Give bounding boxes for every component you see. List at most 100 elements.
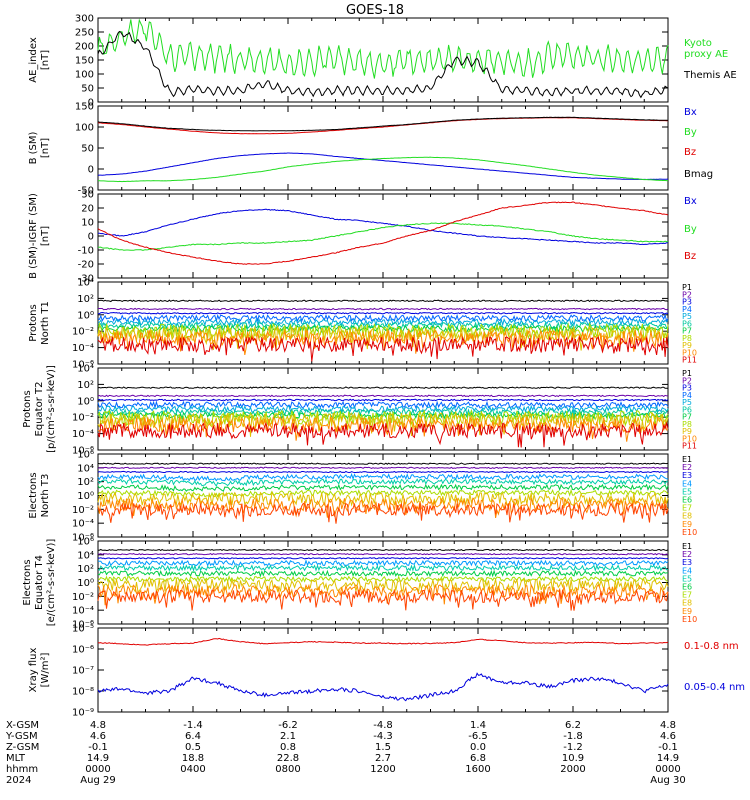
legend-entry: Bz xyxy=(684,251,696,262)
y-tick-label: 10⁻⁴ xyxy=(72,606,94,617)
legend-entry: Bz xyxy=(684,147,696,158)
legend-entry: P6 xyxy=(682,319,692,328)
y-tick-label: -30 xyxy=(78,274,94,285)
channel-line-e5 xyxy=(97,478,669,488)
legend-entry: E8 xyxy=(682,512,692,521)
legend-entry: P11 xyxy=(682,356,697,365)
y-tick-label: 50 xyxy=(81,144,94,155)
ephemeris-value: -1.2 xyxy=(563,742,583,753)
y-tick-label: 10⁻⁴ xyxy=(72,343,94,354)
y-tick-label: 150 xyxy=(75,56,94,67)
ephemeris-row-label: Z-GSM xyxy=(6,742,39,753)
y-tick-label: 10⁶ xyxy=(77,537,94,548)
channel-line-e8 xyxy=(97,491,669,507)
y-axis-label: Equator T4 xyxy=(34,555,45,610)
y-axis-label: Equator T2 xyxy=(34,382,45,437)
y-tick-label: 10⁻⁸ xyxy=(72,687,94,698)
ephemeris-value: -0.1 xyxy=(88,742,108,753)
ephemeris-value: 0.5 xyxy=(185,742,201,753)
legend-entry: E9 xyxy=(682,607,692,616)
y-tick-label: 10⁴ xyxy=(77,278,94,289)
panel-xray: 10⁻⁵ 10⁻⁶ 10⁻⁷ 10⁻⁸ 10⁻⁹ Xray flux [W/m²] 0.1-0… xyxy=(28,624,745,719)
y-tick-label: 10⁻⁴ xyxy=(72,429,94,440)
ephemeris-value: -4.3 xyxy=(373,731,393,742)
channel-line-e7 xyxy=(97,488,669,498)
channel-line-p2 xyxy=(97,394,669,398)
channel-line-e5 xyxy=(97,563,669,573)
legend-entry: E6 xyxy=(682,496,692,505)
ephemeris-value: 14.9 xyxy=(87,753,109,764)
legend-entry: E9 xyxy=(682,520,692,529)
panel-frame xyxy=(97,627,669,713)
y-axis-label: Electrons xyxy=(28,472,39,518)
y-tick-label: 10⁻² xyxy=(72,413,94,424)
y-tick-label: 20 xyxy=(81,204,94,215)
y-tick-label: 10⁶ xyxy=(77,450,94,461)
panel-bigrf: 30 20 10 0 -10 -20 -30 B (SM)-IGRF (SM) [nT] Bx By… xyxy=(28,190,697,285)
channel-line-p11 xyxy=(97,335,669,362)
ephemeris-value: 1600 xyxy=(465,764,490,775)
ephemeris-value: -0.1 xyxy=(658,742,678,753)
channel-line-p5 xyxy=(97,317,669,327)
y-tick-label: 50 xyxy=(81,84,94,95)
channel-line-e3 xyxy=(97,470,669,474)
legend-entry: P10 xyxy=(682,348,697,357)
y-tick-label: 300 xyxy=(75,14,94,25)
legend-entry: P5 xyxy=(682,398,692,407)
y-axis-label: AE_index xyxy=(28,37,39,83)
y-axis-label: Protons xyxy=(22,390,33,427)
series-line-bmag xyxy=(97,116,669,132)
channel-line-e7 xyxy=(97,574,669,583)
panel-pn: 10⁴ 10² 10⁰ 10⁻² 10⁻⁴ 10⁻⁶ Protons North T1 P1P2… xyxy=(28,278,697,371)
ephemeris-value: 1.5 xyxy=(375,742,391,753)
legend-entry: P2 xyxy=(682,290,692,299)
legend-entry: E7 xyxy=(682,591,692,600)
legend-entry: Bx xyxy=(684,107,697,118)
channel-line-p2 xyxy=(97,307,669,311)
ephemeris-value: 4.6 xyxy=(90,731,106,742)
channel-line-e1 xyxy=(97,462,669,465)
ephemeris-row-label: Y-GSM xyxy=(5,731,38,742)
y-tick-label: 0 xyxy=(88,232,94,243)
ephemeris-value: 2.1 xyxy=(280,731,296,742)
series-line-themis-ae xyxy=(97,30,669,99)
channel-line-e4 xyxy=(97,559,669,567)
y-tick-label: 10 xyxy=(81,218,94,229)
legend-entry: proxy AE xyxy=(684,49,728,60)
ephemeris-value: 4.8 xyxy=(90,720,106,731)
panel-pe: 10⁴ 10² 10⁰ 10⁻² 10⁻⁴ 10⁻⁶ Protons Equator T2 [p… xyxy=(22,364,697,457)
series-line-bx xyxy=(97,152,669,181)
legend-entry: E1 xyxy=(682,542,692,551)
y-tick-label: 10⁰ xyxy=(77,310,94,321)
legend-entry: P7 xyxy=(682,413,692,422)
channel-line-p10 xyxy=(97,328,669,355)
y-axis-label: B (SM)-IGRF (SM) xyxy=(28,193,39,279)
channel-line-e6 xyxy=(97,483,669,492)
y-tick-label: 10⁰ xyxy=(77,491,94,502)
ephemeris-value: -4.8 xyxy=(373,720,393,731)
figure-title: GOES-18 xyxy=(346,3,404,18)
legend-entry: 0.05-0.4 nm xyxy=(684,682,745,693)
ephemeris-value: Aug 30 xyxy=(650,775,685,786)
legend-entry: P7 xyxy=(682,327,692,336)
legend-entry: P1 xyxy=(682,283,692,292)
legend-entry: E4 xyxy=(682,566,692,575)
panel-frame xyxy=(97,193,669,279)
ephemeris-value: 0400 xyxy=(180,764,205,775)
y-axis-label: [e/(cm²-s-sr-keV)] xyxy=(46,539,57,627)
panel-ee: 10⁶ 10⁴ 10² 10⁰ 10⁻² 10⁻⁴ 10⁻⁶ Electrons Equator… xyxy=(22,537,697,631)
ephemeris-value: Aug 29 xyxy=(80,775,115,786)
y-tick-label: 10⁻² xyxy=(72,505,94,516)
y-tick-label: 10⁻² xyxy=(72,327,94,338)
y-axis-label: [nT] xyxy=(40,138,51,158)
ephemeris-value: 14.9 xyxy=(657,753,679,764)
legend-entry: P3 xyxy=(682,298,692,307)
ephemeris-row-label: X-GSM xyxy=(6,720,39,731)
y-tick-label: 30 xyxy=(81,190,94,201)
ephemeris-value: 6.4 xyxy=(185,731,201,742)
y-tick-label: 10² xyxy=(77,294,94,305)
y-tick-label: 0 xyxy=(88,165,94,176)
y-tick-label: -50 xyxy=(78,186,94,197)
channel-line-e9 xyxy=(97,583,669,606)
ephemeris-row-label: 2024 xyxy=(6,775,31,786)
